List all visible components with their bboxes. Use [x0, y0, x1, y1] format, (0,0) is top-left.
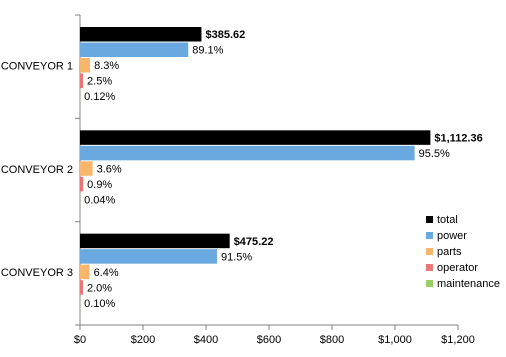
data-label: $1,112.36 [434, 132, 482, 144]
x-tick-label: $1,200 [441, 334, 475, 346]
legend-label: power [437, 230, 467, 242]
legend-label: maintenance [437, 278, 500, 290]
bar [80, 145, 415, 161]
x-tick-label: $1,000 [378, 334, 412, 346]
data-label: 0.10% [84, 298, 115, 310]
legend-swatch [426, 232, 433, 239]
legend-label: operator [437, 262, 478, 274]
bar [80, 233, 230, 249]
legend-label: parts [437, 246, 462, 258]
bar [80, 130, 431, 145]
category-label: CONVEYOR 1 [1, 61, 73, 73]
data-label: 3.6% [97, 163, 122, 175]
data-label: 91.5% [221, 251, 252, 263]
x-tick-label: $0 [74, 334, 86, 346]
data-label: 2.5% [87, 76, 112, 88]
data-label: $475.22 [234, 236, 274, 248]
bar [80, 249, 217, 264]
x-tick-label: $600 [257, 334, 281, 346]
bar [80, 176, 84, 192]
legend-swatch [426, 216, 433, 223]
data-label: 95.5% [419, 148, 450, 160]
x-tick-label: $800 [320, 334, 344, 346]
category-label: CONVEYOR 3 [1, 267, 73, 279]
data-label: 0.9% [87, 179, 112, 191]
legend-label: total [437, 214, 458, 226]
data-label: 0.12% [84, 91, 115, 103]
data-label: 89.1% [192, 45, 223, 57]
bar [80, 42, 189, 57]
bar [80, 280, 83, 295]
bar [80, 58, 91, 73]
legend-swatch [426, 248, 433, 255]
data-label: 2.0% [87, 282, 112, 294]
bar [80, 73, 84, 88]
bar [80, 27, 202, 42]
bar [80, 161, 93, 176]
legend-swatch [426, 264, 433, 271]
category-label: CONVEYOR 2 [1, 164, 73, 176]
x-tick-label: $200 [131, 334, 155, 346]
data-label: $385.62 [205, 29, 245, 41]
data-label: 8.3% [94, 60, 119, 72]
legend-swatch [426, 280, 433, 287]
data-label: 6.4% [94, 267, 119, 279]
bar [80, 264, 90, 280]
x-tick-label: $400 [194, 334, 218, 346]
data-label: 0.04% [84, 194, 115, 206]
